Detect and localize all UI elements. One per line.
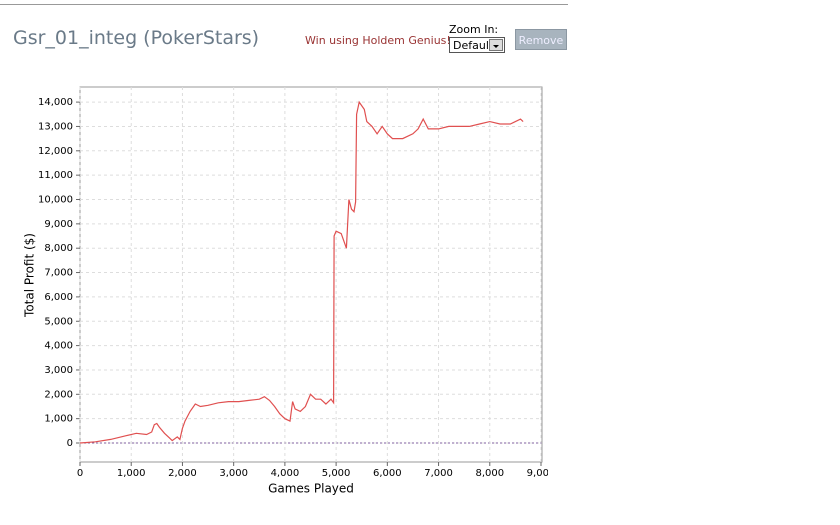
remove-button[interactable]: Remove bbox=[515, 29, 567, 50]
y-tick-label: 0 bbox=[67, 438, 73, 449]
y-tick-label: 14,000 bbox=[38, 97, 73, 108]
y-tick-label: 3,000 bbox=[44, 365, 73, 376]
zoom-label: Zoom In: bbox=[449, 23, 499, 36]
x-tick-label: 9,000 bbox=[527, 468, 556, 479]
y-tick-label: 6,000 bbox=[44, 292, 73, 303]
y-tick-label: 5,000 bbox=[44, 316, 73, 327]
y-tick-label: 13,000 bbox=[38, 121, 73, 132]
x-tick-label: 8,000 bbox=[475, 468, 504, 479]
x-tick-label: 1,000 bbox=[117, 468, 146, 479]
arrow-icon bbox=[493, 45, 499, 48]
y-tick-label: 7,000 bbox=[44, 268, 73, 279]
y-axis-label: Total Profit ($) bbox=[23, 233, 37, 318]
y-tick-label: 9,000 bbox=[44, 219, 73, 230]
player-title: Gsr_01_integ (PokerStars) bbox=[13, 27, 260, 49]
plot-area bbox=[79, 86, 543, 463]
x-tick-label: 0 bbox=[77, 468, 83, 479]
labels: 0 1,000 2,000 3,000 4,000 5,000 6,000 7,000 8,00… bbox=[77, 468, 556, 479]
dropdown-arrow bbox=[489, 39, 503, 51]
y-tick-label: 10,000 bbox=[38, 195, 73, 206]
promo-link[interactable]: Win using Holdem Genius! bbox=[305, 34, 451, 47]
y-tick-label: 1,000 bbox=[44, 414, 73, 425]
profit-line bbox=[79, 100, 524, 444]
y-tick-label: 2,000 bbox=[44, 389, 73, 400]
y-tick-label: 12,000 bbox=[38, 146, 73, 157]
y-tick-label: 8,000 bbox=[44, 243, 73, 254]
x-tick-label: 3,000 bbox=[219, 468, 248, 479]
x-tick-label: 5,000 bbox=[322, 468, 351, 479]
y-tick-label: 4,000 bbox=[44, 341, 73, 352]
x-axis-label: Games Played bbox=[268, 482, 354, 496]
x-tick-label: 4,000 bbox=[271, 468, 300, 479]
zoom-value: Default bbox=[453, 39, 494, 52]
zoom-select[interactable]: Default bbox=[449, 37, 505, 53]
x-tick-label: 6,000 bbox=[373, 468, 402, 479]
separator bbox=[0, 4, 568, 5]
x-tick-label: 7,000 bbox=[424, 468, 453, 479]
y-tick-label: 11,000 bbox=[38, 170, 73, 181]
x-tick-label: 2,000 bbox=[168, 468, 197, 479]
